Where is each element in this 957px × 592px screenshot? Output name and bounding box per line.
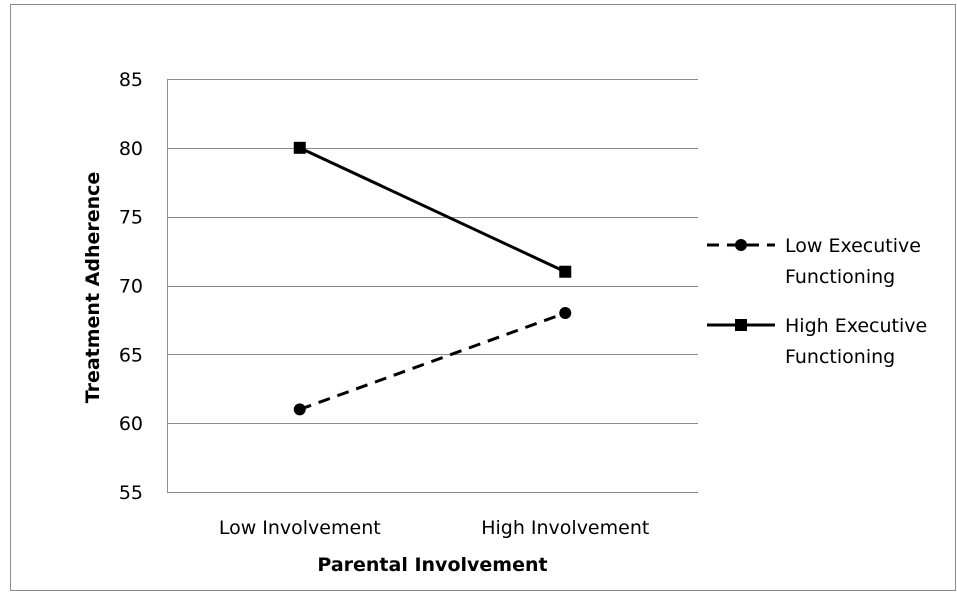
y-tick-label: 60: [119, 413, 143, 435]
x-tick-label: High Involvement: [481, 517, 649, 539]
y-tick-label: 80: [119, 138, 143, 160]
legend-label: High Executive: [785, 315, 927, 337]
x-tick-label: Low Involvement: [219, 517, 381, 539]
x-axis-title: Parental Involvement: [317, 554, 547, 576]
series-line-2: [299, 146, 566, 274]
series-group: [293, 141, 572, 416]
chart-frame: [10, 4, 956, 591]
legend-swatch-marker: [735, 239, 747, 251]
y-tick-labels: 55 60 65 70 75 80 85: [119, 69, 143, 504]
x-tick-labels: Low Involvement High Involvement: [219, 517, 650, 539]
y-tick-label: 70: [119, 276, 143, 298]
y-tick-label: 65: [119, 344, 143, 366]
y-tick-label: 55: [119, 482, 143, 504]
legend-label: Functioning: [785, 346, 895, 368]
gridlines: [167, 79, 698, 493]
series-line-1: [299, 311, 566, 411]
y-axis-title: Treatment Adherence: [82, 172, 104, 404]
legend: Low Executive Functioning High Executive Fu…: [707, 235, 927, 368]
y-tick-label: 85: [119, 69, 143, 91]
data-point: [293, 403, 306, 416]
legend-label: Functioning: [785, 266, 895, 288]
legend-swatch-marker: [735, 319, 747, 331]
data-point: [293, 141, 306, 154]
data-point: [559, 307, 572, 320]
y-tick-label: 75: [119, 207, 143, 229]
legend-label: Low Executive: [785, 235, 921, 257]
data-point: [559, 265, 572, 278]
